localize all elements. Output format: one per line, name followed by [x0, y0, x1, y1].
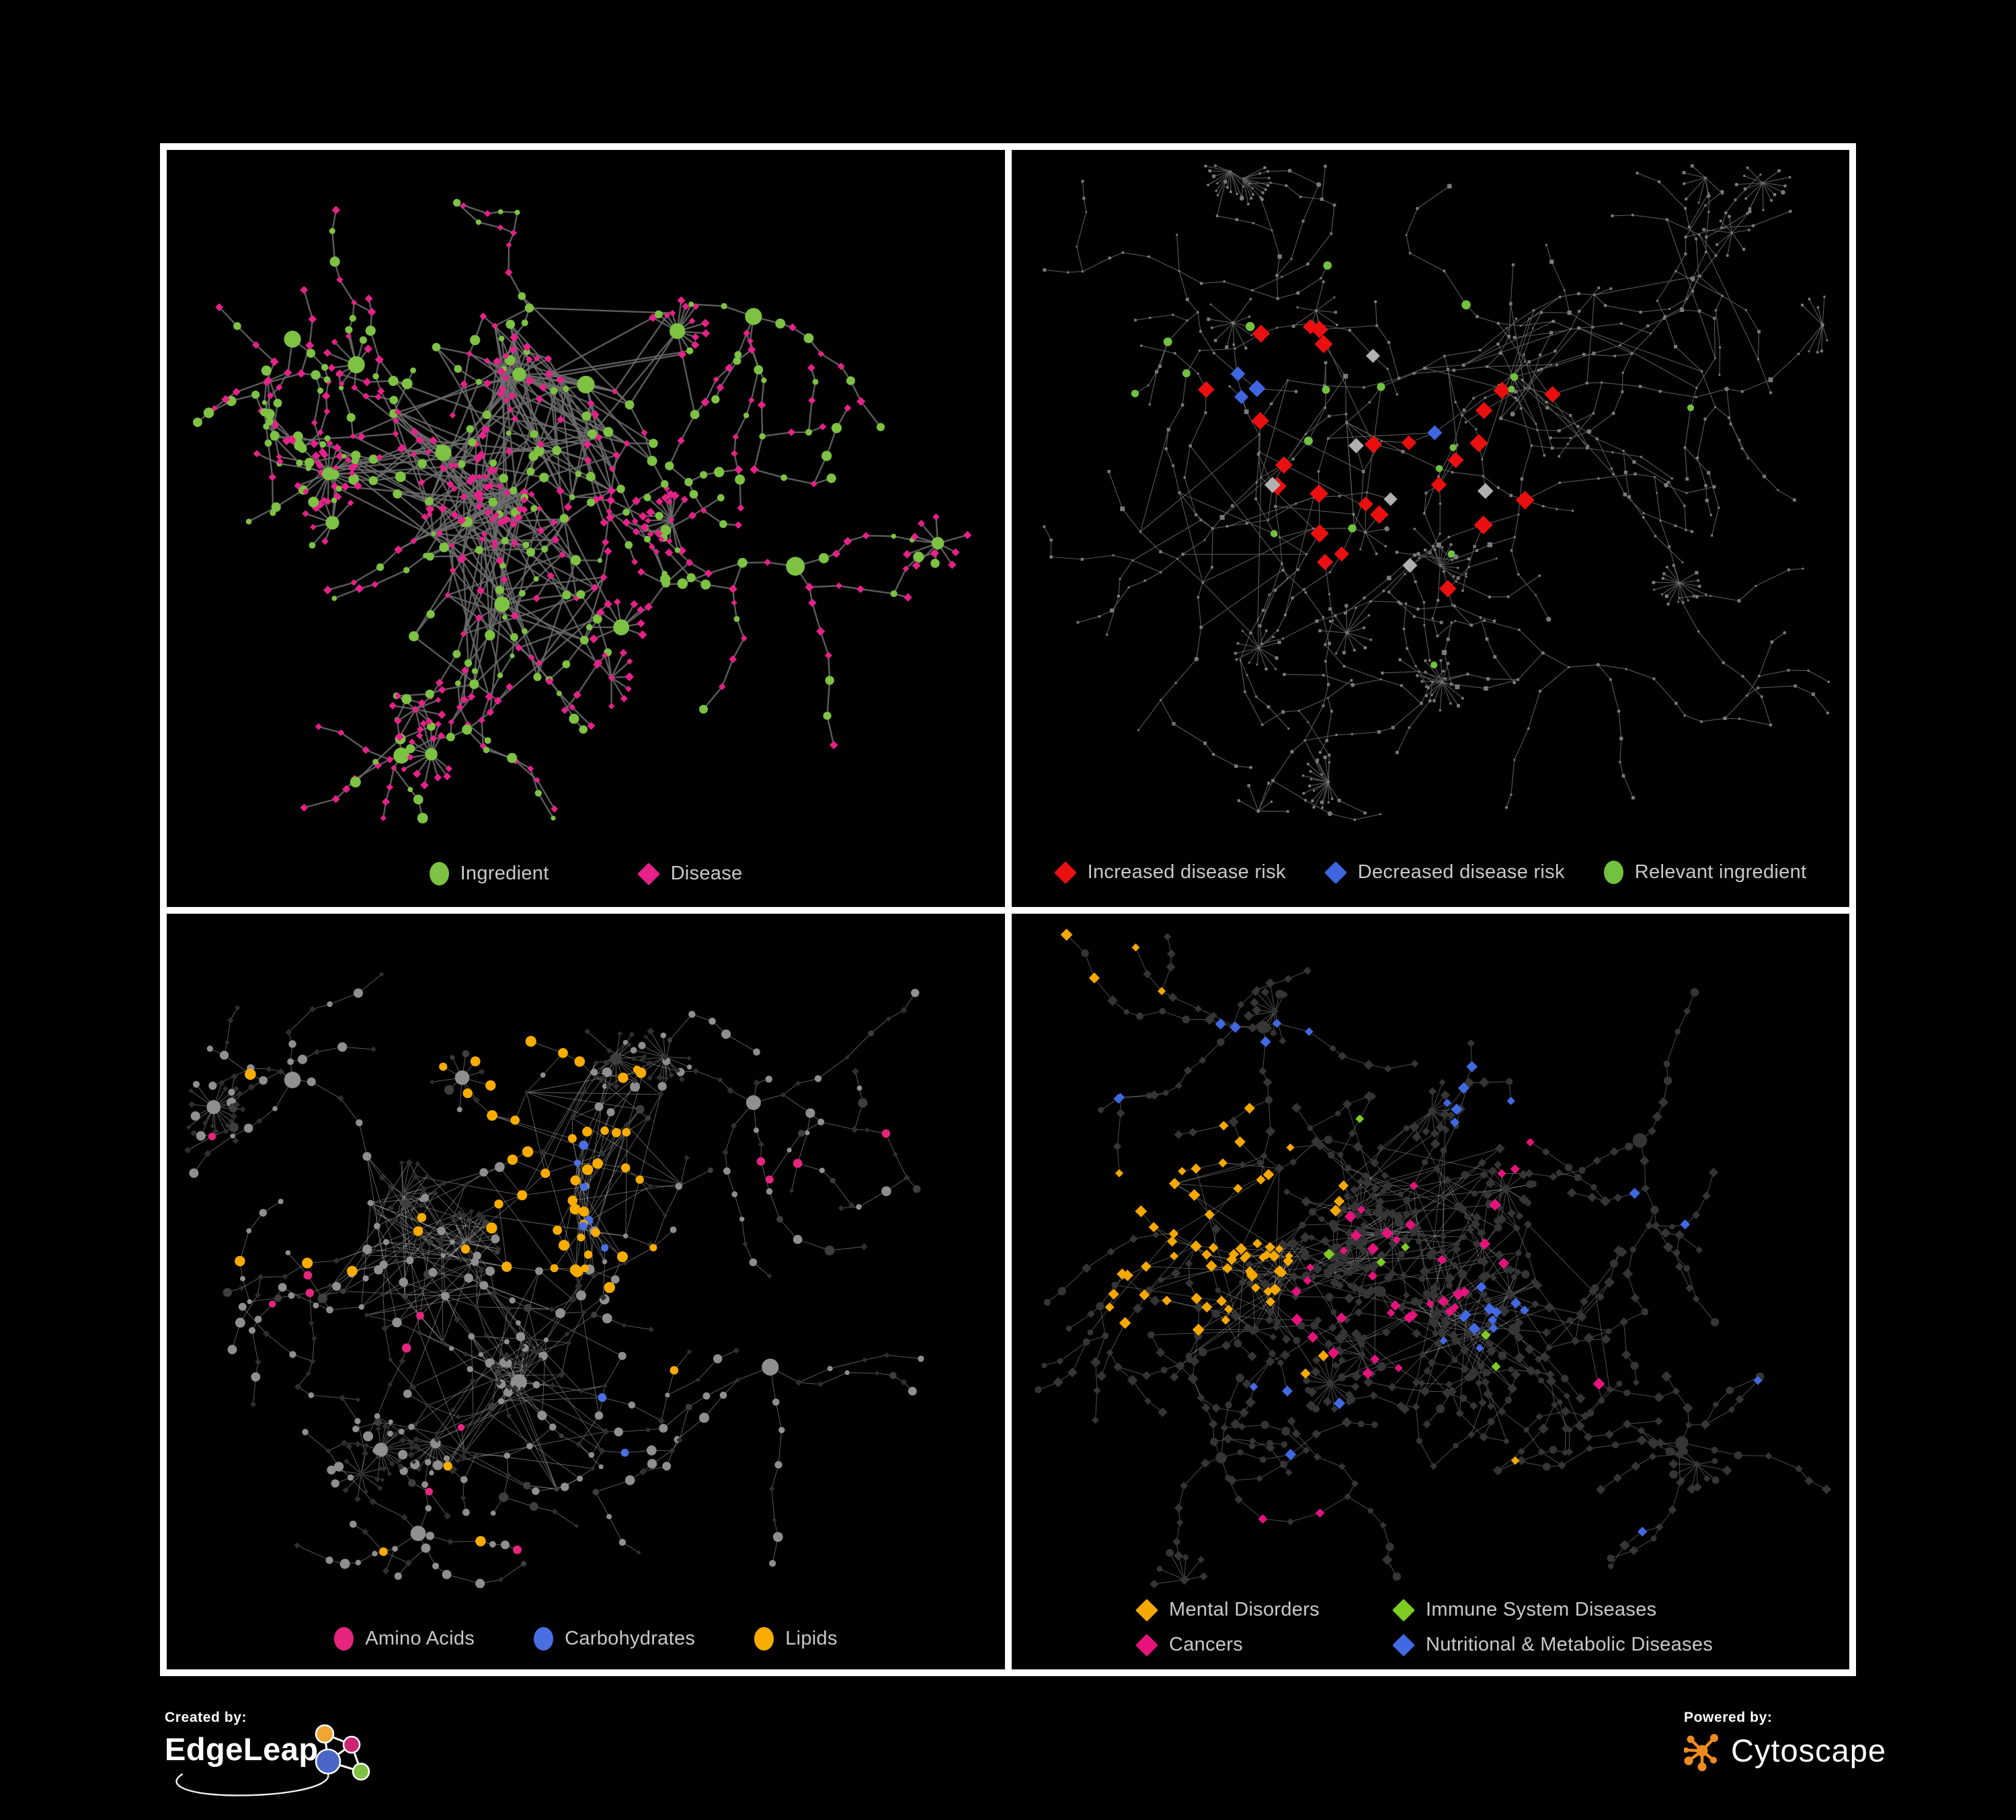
- legend: Increased disease risk Decreased disease…: [1012, 861, 1849, 884]
- legend-label: Amino Acids: [365, 1628, 475, 1649]
- legend-label: Nutritional & Metabolic Diseases: [1426, 1634, 1713, 1655]
- cancers-diamond-icon: [1135, 1633, 1158, 1657]
- powered-by-label: Powered by:: [1684, 1710, 1773, 1725]
- cytoscape-wordmark: Cytoscape: [1731, 1733, 1887, 1769]
- orange-node-icon: [315, 1724, 335, 1744]
- legend-item: Lipids: [754, 1627, 838, 1651]
- powered-by-credit: Powered by: Cytoscape: [1684, 1710, 1899, 1790]
- lipids-circle-icon: [754, 1627, 774, 1651]
- legend-item: Cancers: [1135, 1633, 1393, 1657]
- legend-item: Amino Acids: [334, 1627, 475, 1651]
- network-graph-disease-risk: [1043, 164, 1830, 822]
- panel-nutrient-classes: Amino Acids Carbohydrates Lipids: [160, 907, 1012, 1676]
- edgeleap-logo-icon: [175, 1724, 370, 1796]
- amino-acids-circle-icon: [334, 1627, 354, 1651]
- edges-layer: [1043, 165, 1829, 820]
- nodes-layer: [193, 198, 972, 824]
- legend-label: Carbohydrates: [565, 1628, 696, 1649]
- cytoscape-icon-nodes: [1684, 1734, 1718, 1772]
- nodes-layer: [1043, 164, 1830, 822]
- increased-risk-diamond-icon: [1053, 861, 1077, 884]
- legend-item: Mental Disorders: [1135, 1598, 1393, 1622]
- edges-layer: [188, 974, 922, 1584]
- blue-node-icon: [315, 1748, 341, 1775]
- legend-item: Carbohydrates: [534, 1627, 695, 1651]
- network-graph-nutrient-classes: [184, 972, 924, 1589]
- legend-label: Relevant ingredient: [1634, 861, 1807, 883]
- legend-item: Decreased disease risk: [1324, 861, 1565, 884]
- nodes-layer: [184, 972, 924, 1589]
- immune-system-diseases-diamond-icon: [1392, 1598, 1415, 1622]
- legend-item: Disease: [637, 862, 743, 885]
- legend-item: Relevant ingredient: [1603, 861, 1807, 884]
- legend-label: Increased disease risk: [1087, 861, 1286, 883]
- mental-disorders-diamond-icon: [1135, 1598, 1158, 1622]
- nodes-layer: [1035, 928, 1832, 1589]
- disease-diamond-icon: [637, 862, 660, 885]
- network-graph-ingredient-disease: [193, 198, 972, 824]
- cytoscape-brand-row: Cytoscape: [1684, 1730, 1899, 1772]
- legend-label: Immune System Diseases: [1426, 1599, 1657, 1620]
- nutritional-metabolic-diseases-diamond-icon: [1392, 1633, 1415, 1657]
- legend-label: Disease: [670, 863, 743, 884]
- legend: Mental Disorders Immune System Diseases …: [1135, 1598, 1713, 1657]
- ingredient-circle-icon: [429, 862, 449, 885]
- created-by-credit: Created by: EdgeLeap: [165, 1710, 407, 1804]
- magenta-node-icon: [342, 1735, 361, 1754]
- panel-disease-classes: Mental Disorders Immune System Diseases …: [1005, 907, 1856, 1676]
- created-by-label: Created by:: [165, 1710, 247, 1725]
- cytoscape-logo-icon: [1684, 1734, 1718, 1772]
- legend-item: Nutritional & Metabolic Diseases: [1392, 1633, 1713, 1657]
- network-graph-disease-classes: [1035, 928, 1832, 1589]
- relevant-ingredient-circle-icon: [1603, 861, 1623, 884]
- edgeleap-swoosh: [175, 1772, 329, 1796]
- edgeleap-wordmark: EdgeLeap: [165, 1731, 319, 1767]
- legend-label: Lipids: [785, 1628, 838, 1649]
- legend-label: Mental Disorders: [1169, 1599, 1320, 1620]
- legend-label: Decreased disease risk: [1357, 861, 1565, 883]
- legend-item: Increased disease risk: [1053, 861, 1286, 884]
- legend-label: Cancers: [1169, 1634, 1244, 1655]
- legend: Ingredient Disease: [167, 862, 1005, 885]
- decreased-risk-diamond-icon: [1324, 861, 1347, 884]
- panel-ingredient-disease: Ingredient Disease: [160, 143, 1012, 914]
- legend: Amino Acids Carbohydrates Lipids: [167, 1627, 1005, 1651]
- edgeleap-logo-nodes: [315, 1724, 370, 1781]
- green-node-icon: [352, 1762, 370, 1781]
- edges-layer: [1038, 934, 1827, 1585]
- legend-item: Ingredient: [429, 862, 549, 885]
- panel-disease-risk: Increased disease risk Decreased disease…: [1005, 143, 1856, 914]
- carbohydrates-circle-icon: [534, 1627, 554, 1651]
- legend-item: Immune System Diseases: [1392, 1598, 1713, 1622]
- legend-label: Ingredient: [460, 863, 549, 884]
